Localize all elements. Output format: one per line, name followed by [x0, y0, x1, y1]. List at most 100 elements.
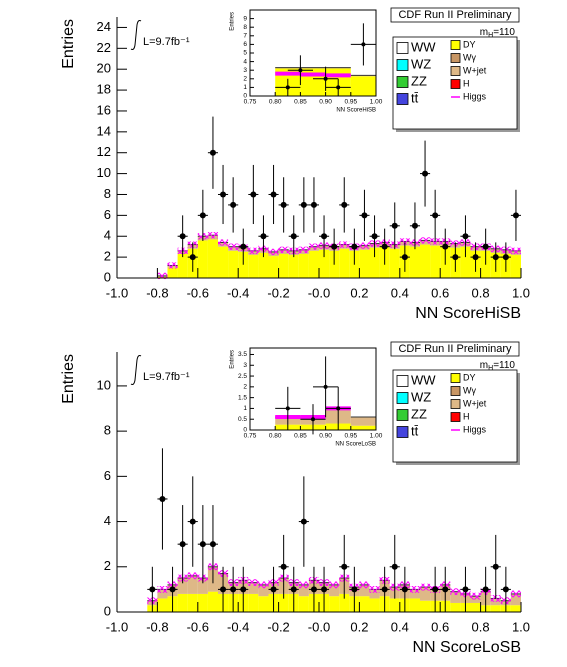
stack-segment	[157, 589, 168, 599]
chart-title: CDF Run II Preliminary	[398, 343, 512, 355]
uncertainty-band	[157, 272, 168, 280]
mass-subscript: H	[488, 32, 493, 39]
marker	[381, 586, 388, 593]
data-point	[480, 228, 491, 265]
data-point	[157, 448, 168, 550]
marker	[482, 586, 489, 593]
stack-segment	[288, 255, 299, 278]
y-tick-label: 10	[97, 165, 111, 180]
uncertainty-band	[308, 243, 319, 250]
uncertainty-band	[258, 581, 269, 589]
data-point	[147, 566, 158, 612]
data-point	[470, 242, 481, 272]
uncertainty-band	[329, 581, 340, 589]
marker	[336, 85, 341, 90]
legend-label: DY	[463, 39, 476, 49]
stack-segment	[369, 598, 380, 612]
stack-segment	[490, 605, 501, 612]
y-tick-label: 7	[243, 33, 247, 40]
x-axis-title: NN ScoreLoSB	[413, 639, 522, 656]
title-box	[390, 341, 520, 357]
marker	[462, 586, 469, 593]
y-tick-label: 12	[97, 144, 111, 159]
x-tick-label: 1.00	[370, 99, 383, 106]
marker	[280, 201, 287, 208]
stack-segment	[177, 593, 188, 612]
x-tick-label: 0.95	[344, 433, 357, 440]
data-point	[308, 177, 319, 233]
legend-label: tt̄	[411, 90, 419, 105]
data-point	[228, 566, 239, 612]
data-point	[325, 386, 351, 430]
stack-segment	[207, 239, 218, 278]
legend-swatch	[396, 93, 409, 105]
y-tick-label: 9	[243, 15, 247, 22]
stack-segment	[238, 251, 249, 278]
x-tick-label: 0.80	[269, 99, 282, 106]
stack-segment	[510, 255, 521, 278]
data-point	[430, 189, 441, 241]
marker	[512, 212, 519, 219]
y-tick-label: 0	[243, 427, 247, 434]
stack-segment	[248, 593, 259, 612]
data-point	[409, 202, 420, 250]
data-point	[298, 476, 309, 567]
data-point	[187, 242, 198, 272]
y-tick-label: 20	[97, 61, 111, 76]
data-point	[339, 534, 350, 599]
marker	[285, 85, 290, 90]
stack-segment	[298, 584, 309, 597]
legend-label: Higgs	[463, 91, 487, 101]
stack-segment	[218, 246, 229, 278]
marker	[159, 495, 166, 502]
x-tick-label: 0.6	[431, 619, 449, 634]
marker	[371, 233, 378, 240]
stack-segment	[350, 76, 376, 96]
marker	[189, 254, 196, 261]
y-tick-label: 1	[243, 84, 247, 91]
data-point	[167, 566, 178, 612]
legend-label: Wγ	[463, 385, 476, 395]
marker	[240, 586, 247, 593]
marker	[209, 149, 216, 156]
y-tick-label: 4	[243, 58, 247, 65]
marker	[336, 406, 341, 411]
x-tick-label: 0.95	[344, 99, 357, 106]
uncertainty-band	[420, 237, 431, 244]
marker	[331, 243, 338, 250]
marker	[300, 201, 307, 208]
x-tick-label: 0.90	[319, 99, 332, 106]
stack-segment	[248, 582, 259, 594]
marker	[361, 42, 366, 47]
legend-swatch	[450, 40, 461, 50]
stack-segment	[460, 246, 471, 278]
marker	[321, 586, 328, 593]
mass-symbol: m	[480, 27, 488, 38]
marker	[452, 254, 459, 261]
stack-segment	[369, 589, 380, 599]
legend-swatch	[450, 399, 461, 409]
data-point	[510, 189, 521, 241]
mass-label: mH=110	[480, 360, 516, 372]
x-tick-label: 1.00	[370, 433, 383, 440]
stack-segment	[258, 584, 269, 597]
uncertainty-band	[359, 242, 370, 249]
y-tick-label: 14	[97, 123, 111, 138]
data-point	[197, 189, 208, 241]
legend-swatch	[396, 42, 409, 54]
stack-segment	[350, 417, 376, 426]
marker	[492, 254, 499, 261]
stack-segment	[450, 602, 461, 612]
y-tick-label: 1.5	[238, 394, 247, 401]
legend-swatch	[450, 79, 461, 89]
x-tick-label: -0.2	[267, 285, 289, 300]
marker	[230, 201, 237, 208]
y-tick-label: 2	[104, 558, 111, 573]
marker	[199, 541, 206, 548]
marker	[149, 586, 156, 593]
stack-segment	[157, 598, 168, 612]
legend-label: W+jet	[463, 65, 487, 75]
marker	[411, 222, 418, 229]
data-point	[308, 566, 319, 612]
data-point	[450, 242, 461, 272]
